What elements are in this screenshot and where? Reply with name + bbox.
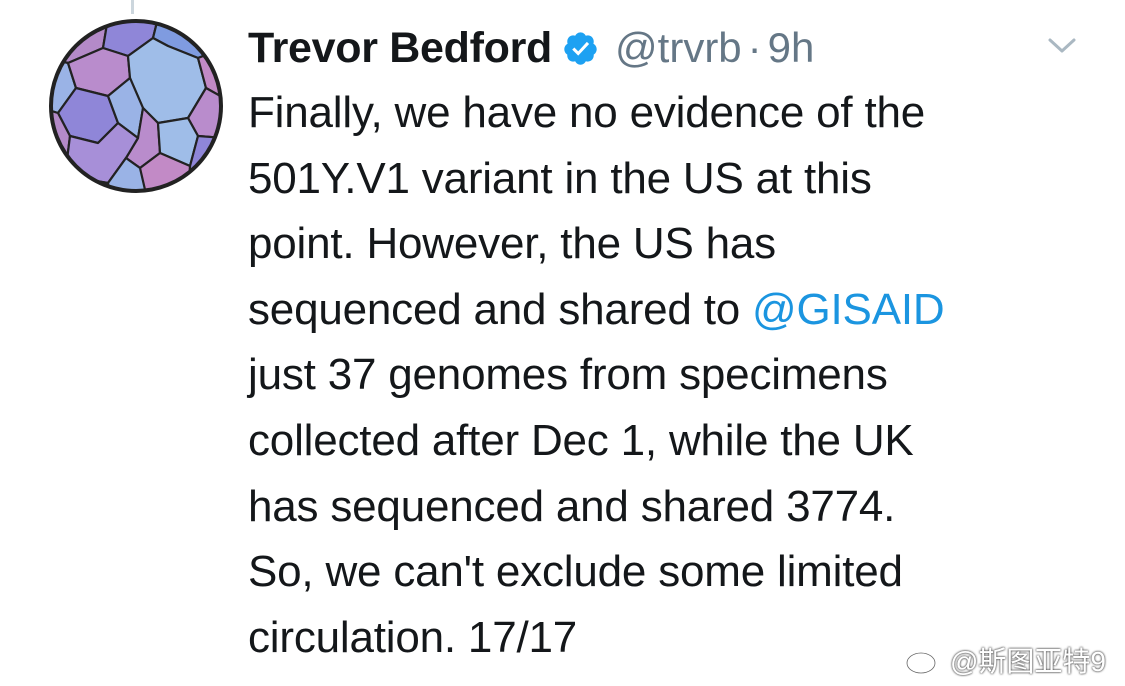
text-segment: Finally, we have no evidence of the: [248, 88, 926, 137]
text-segment: collected after Dec 1, while the UK: [248, 415, 914, 465]
tweet-text-line: point. However, the US has: [248, 211, 1068, 277]
watermark-text: @斯图亚特9: [950, 646, 1106, 677]
display-name[interactable]: Trevor Bedford: [248, 23, 553, 72]
verified-badge-icon: [562, 30, 599, 67]
text-segment: has sequenced and shared 3774.: [248, 481, 896, 531]
text-segment: point. However, the US has: [248, 219, 776, 269]
tweet-text: Finally, we have no evidence of the 501Y…: [248, 80, 1068, 670]
stained-glass-avatar-icon: [49, 19, 223, 193]
text-segment: So, we can't exclude some limited: [248, 547, 903, 597]
thread-connector-line: [131, 0, 134, 14]
text-segment: just 37 genomes from specimens: [248, 350, 888, 400]
tweet-menu-button[interactable]: [1042, 30, 1082, 60]
tweet-text-line: So, we can't exclude some limited: [248, 539, 1068, 605]
user-handle[interactable]: @trvrb: [615, 24, 742, 71]
avatar[interactable]: [48, 18, 224, 194]
timestamp[interactable]: 9h: [767, 24, 815, 71]
separator-dot: ·: [747, 24, 762, 71]
tweet-text-line: just 37 genomes from specimens: [248, 342, 1068, 408]
weibo-watermark: @斯图亚特9: [904, 642, 1106, 678]
tweet-text-line: has sequenced and shared 3774.: [248, 474, 1068, 540]
tweet-text-line: 501Y.V1 variant in the US at this: [248, 146, 1068, 212]
text-segment: 501Y.V1 variant in the US at this: [248, 153, 872, 203]
tweet-header: Trevor Bedford @trvrb · 9h: [248, 20, 814, 76]
text-segment: circulation. 17/17: [248, 612, 578, 662]
chevron-down-icon: [1048, 38, 1076, 53]
mention-link[interactable]: @GISAID: [752, 284, 945, 334]
tweet-text-line: Finally, we have no evidence of the: [248, 80, 1068, 146]
tweet-text-line: sequenced and shared to @GISAID: [248, 277, 1068, 343]
weibo-logo-icon: [905, 647, 942, 675]
tweet-text-line: circulation. 17/17: [248, 605, 1068, 671]
text-segment: sequenced and shared to: [248, 284, 753, 334]
tweet-text-line: collected after Dec 1, while the UK: [248, 408, 1068, 474]
